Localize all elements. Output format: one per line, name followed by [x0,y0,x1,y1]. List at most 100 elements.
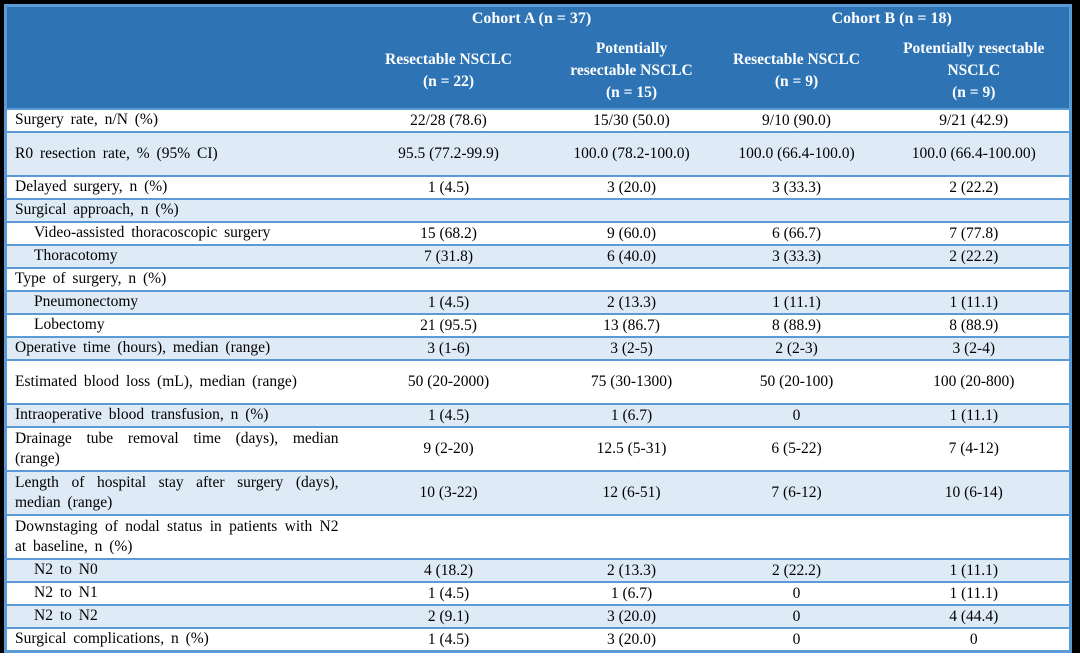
cell-value: 21 (95.5) [348,313,549,337]
cell-value: 6 (40.0) [548,244,715,268]
cell-value: 1 (4.5) [348,581,549,605]
cell-value: 1 (4.5) [348,290,549,314]
table-row: Surgical complications, n (%) 1 (4.5) 3 (2… [5,627,1071,652]
table-row: Delayed surgery, n (%) 1 (4.5) 3 (20.0) 3 (… [5,175,1071,199]
cell-value: 4 (18.2) [348,558,549,582]
row-label: Surgical approach, n (%) [5,198,349,222]
row-label: Thoracotomy [5,244,349,268]
row-label: Lobectomy [5,313,349,337]
row-label: Operative time (hours), median (range) [5,336,349,360]
row-label: Delayed surgery, n (%) [5,175,349,199]
cell-value: 8 (88.9) [878,313,1071,337]
col-resectable-a: Resectable NSCLC (n = 22) [348,34,549,109]
row-label: N2 to N0 [5,558,349,582]
cell-value: 3 (33.3) [714,175,879,199]
cell-value [548,514,715,559]
cell-value: 0 [714,581,879,605]
cell-value [348,267,549,291]
cell-value: 2 (9.1) [348,604,549,628]
cell-value: 1 (6.7) [548,403,715,427]
cell-value: 2 (22.2) [878,175,1071,199]
table-header: Cohort A (n = 37) Cohort B (n = 18) Rese… [5,5,1071,109]
table-row: Video-assisted thoracoscopic surgery 15 (… [5,221,1071,245]
cell-value [878,514,1071,559]
cell-value: 75 (30-1300) [548,359,715,404]
row-label: Video-assisted thoracoscopic surgery [5,221,349,245]
cell-value [348,198,549,222]
cell-value: 100.0 (78.2-100.0) [548,131,715,176]
row-label: Pneumonectomy [5,290,349,314]
cohort-b-header: Cohort B (n = 18) [714,5,1071,34]
table-row: Drainage tube removal time (days), media… [5,426,1071,471]
row-label: N2 to N1 [5,581,349,605]
table-row: Type of surgery, n (%) [5,267,1071,291]
cell-value: 3 (20.0) [548,175,715,199]
row-label: Length of hospital stay after surgery (d… [5,470,349,515]
cell-value: 10 (6-14) [878,470,1071,515]
cell-value [878,198,1071,222]
cell-value [714,514,879,559]
table-row: Lobectomy 21 (95.5) 13 (86.7) 8 (88.9) 8 (88… [5,313,1071,337]
cell-value: 7 (77.8) [878,221,1071,245]
cell-value [714,198,879,222]
surgical-outcomes-table: Cohort A (n = 37) Cohort B (n = 18) Rese… [4,4,1072,653]
cell-value: 1 (11.1) [878,403,1071,427]
table-row: Intraoperative blood transfusion, n (%) 1… [5,403,1071,427]
cell-value: 1 (4.5) [348,627,549,652]
cell-value: 15/30 (50.0) [548,108,715,132]
cell-value: 9/21 (42.9) [878,108,1071,132]
cell-value: 7 (4-12) [878,426,1071,471]
cell-value: 50 (20-2000) [348,359,549,404]
cell-value: 1 (4.5) [348,175,549,199]
cell-value: 0 [714,604,879,628]
table-row: Surgery rate, n/N (%) 22/28 (78.6) 15/30 (… [5,108,1071,132]
cell-value: 50 (20-100) [714,359,879,404]
cell-value: 10 (3-22) [348,470,549,515]
table-row: Estimated blood loss (mL), median (range… [5,359,1071,404]
table-row: Surgical approach, n (%) [5,198,1071,222]
table-row: N2 to N0 4 (18.2) 2 (13.3) 2 (22.2) 1 (11.1) [5,558,1071,582]
cell-value: 9 (2-20) [348,426,549,471]
cell-value: 1 (4.5) [348,403,549,427]
table-row: Thoracotomy 7 (31.8) 6 (40.0) 3 (33.3) 2 (22… [5,244,1071,268]
col-potentially-resectable-a: Potentially resectable NSCLC (n = 15) [548,34,715,109]
cell-value: 9/10 (90.0) [714,108,879,132]
cell-value [548,198,715,222]
cell-value: 3 (1-6) [348,336,549,360]
cell-value: 2 (13.3) [548,290,715,314]
col-resectable-b: Resectable NSCLC (n = 9) [714,34,879,109]
table-row: Operative time (hours), median (range) 3 … [5,336,1071,360]
cell-value: 8 (88.9) [714,313,879,337]
cell-value: 15 (68.2) [348,221,549,245]
cell-value: 7 (31.8) [348,244,549,268]
cell-value: 1 (6.7) [548,581,715,605]
cell-value: 6 (5-22) [714,426,879,471]
cell-value: 9 (60.0) [548,221,715,245]
row-label: Type of surgery, n (%) [5,267,349,291]
table-row: N2 to N2 2 (9.1) 3 (20.0) 0 4 (44.4) [5,604,1071,628]
table-row: N2 to N1 1 (4.5) 1 (6.7) 0 1 (11.1) [5,581,1071,605]
row-label: R0 resection rate, % (95% CI) [5,131,349,176]
cell-value: 3 (20.0) [548,604,715,628]
cell-value: 100.0 (66.4-100.0) [714,131,879,176]
cohort-header-row: Cohort A (n = 37) Cohort B (n = 18) [5,5,1071,34]
row-label: Surgical complications, n (%) [5,627,349,652]
cell-value: 95.5 (77.2-99.9) [348,131,549,176]
row-label: Drainage tube removal time (days), media… [5,426,349,471]
cell-value: 0 [714,627,879,652]
row-label: Downstaging of nodal status in patients … [5,514,349,559]
table-row: Pneumonectomy 1 (4.5) 2 (13.3) 1 (11.1) 1 (1… [5,290,1071,314]
row-label: Estimated blood loss (mL), median (range… [5,359,349,404]
cell-value: 0 [714,403,879,427]
cell-value: 1 (11.1) [878,290,1071,314]
table-row: Downstaging of nodal status in patients … [5,514,1071,559]
cell-value: 2 (22.2) [878,244,1071,268]
cell-value: 100 (20-800) [878,359,1071,404]
cell-value: 3 (2-4) [878,336,1071,360]
cell-value: 0 [878,627,1071,652]
cell-value: 6 (66.7) [714,221,879,245]
cell-value: 100.0 (66.4-100.00) [878,131,1071,176]
cell-value: 12.5 (5-31) [548,426,715,471]
cell-value [714,267,879,291]
table-row: R0 resection rate, % (95% CI) 95.5 (77.2-… [5,131,1071,176]
